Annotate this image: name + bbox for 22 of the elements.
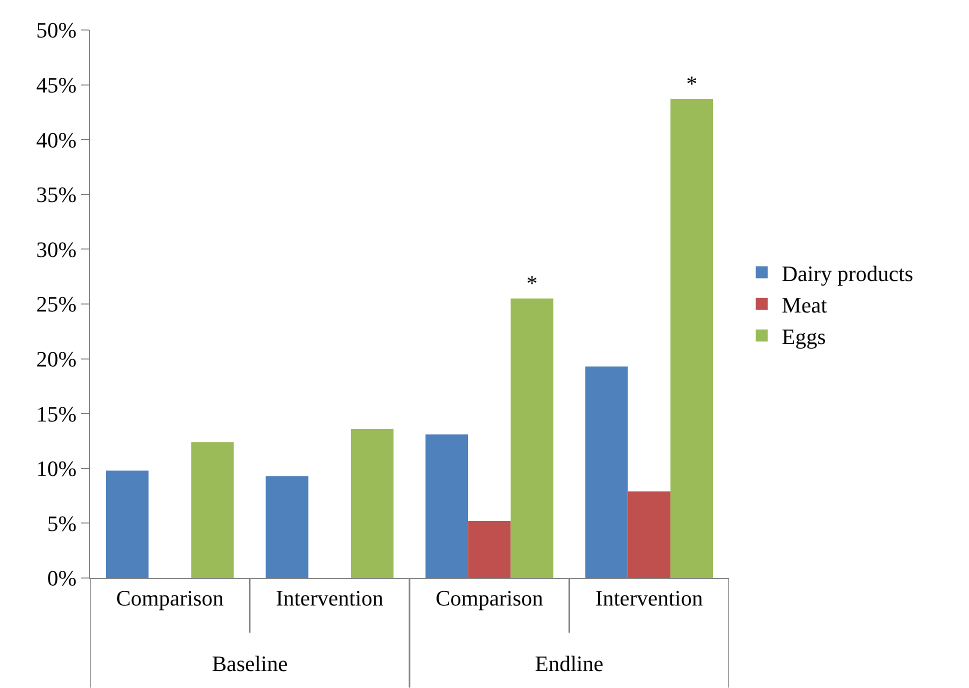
x-tick-label: Intervention — [276, 585, 384, 610]
legend-label: Eggs — [782, 324, 826, 350]
y-tick-label: 0% — [47, 566, 77, 591]
x-tick-label: Intervention — [595, 585, 703, 610]
y-tick-label: 25% — [36, 292, 77, 317]
x-tick-label: Comparison — [436, 585, 544, 610]
legend-label: Dairy products — [782, 260, 914, 286]
legend-label: Meat — [782, 292, 827, 318]
y-tick-label: 50% — [36, 18, 77, 43]
data-label: * — [686, 71, 698, 96]
y-tick-label: 15% — [36, 401, 77, 426]
data-label: * — [526, 270, 538, 296]
y-tick-label: 5% — [47, 510, 77, 536]
y-tick-label: 20% — [36, 346, 77, 372]
text: Baseline — [212, 651, 288, 676]
y-tick-label: 30% — [36, 236, 77, 262]
y-tick-label: 40% — [36, 127, 77, 152]
y-tick-label: 10% — [36, 456, 77, 482]
y-tick-label: 35% — [36, 182, 77, 208]
y-tick-label: 45% — [36, 72, 77, 98]
x-tick-label: Comparison — [116, 585, 224, 610]
text: Endline — [535, 651, 604, 676]
